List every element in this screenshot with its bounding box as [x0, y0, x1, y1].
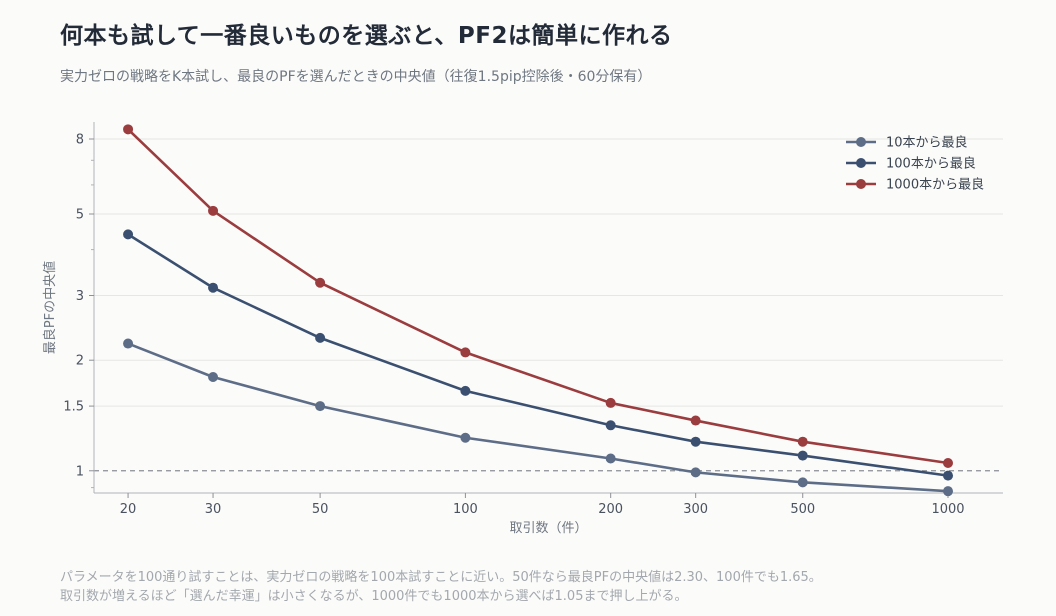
x-tick-label-30: 30	[205, 502, 222, 517]
series-line-1	[127, 342, 949, 493]
y-tick-label-1: 1	[76, 464, 84, 479]
y-tick-label-8: 8	[76, 133, 84, 148]
data-point	[123, 229, 134, 240]
legend-item-2: 100本から最良	[846, 156, 976, 172]
series-1	[123, 338, 954, 497]
data-point	[208, 372, 219, 383]
data-point	[943, 457, 954, 468]
chart-title: 何本も試して一番良いものを選ぶと、PF2は簡単に作れる	[60, 23, 673, 49]
y-tick-label-1.5: 1.5	[63, 400, 84, 415]
series-line-2	[127, 233, 949, 477]
data-point	[690, 415, 701, 426]
legend-item-3: 1000本から最良	[846, 177, 984, 193]
series-3	[123, 124, 954, 468]
legend-label: 1000本から最良	[886, 177, 984, 193]
data-point	[797, 477, 808, 488]
data-point	[460, 385, 471, 396]
data-point	[123, 124, 134, 135]
data-point	[797, 450, 808, 461]
data-point	[690, 436, 701, 447]
legend-label: 10本から最良	[886, 135, 968, 151]
series-group	[123, 124, 954, 497]
gridlines	[94, 138, 1003, 472]
x-tick-label-1000: 1000	[931, 502, 964, 517]
legend: 10本から最良 100本から最良 1000本から最良	[846, 135, 984, 193]
legend-item-1: 10本から最良	[846, 135, 968, 151]
data-point	[123, 338, 134, 349]
axes: 1 1.5 2 3 5 8 20 30 50 100 200 300 500 1000 取引数（件） 最良PF…	[42, 122, 1003, 536]
x-tick-label-500: 500	[790, 502, 815, 517]
data-point	[605, 420, 616, 431]
data-point	[943, 486, 954, 497]
data-point	[315, 277, 326, 288]
y-tick-label-2: 2	[76, 354, 84, 369]
footnote-2: 取引数が増えるほど「選んだ幸運」は小さくなるが、1000件でも1000本から選べ…	[60, 589, 688, 604]
legend-swatch-dot	[856, 137, 866, 147]
data-point	[315, 401, 326, 412]
series-2	[123, 229, 954, 481]
x-tick-label-20: 20	[120, 502, 137, 517]
x-tick-label-100: 100	[453, 502, 478, 517]
data-point	[208, 205, 219, 216]
y-tick-label-5: 5	[76, 207, 84, 222]
legend-label: 100本から最良	[886, 156, 976, 172]
series-line-3	[127, 128, 949, 465]
data-point	[605, 453, 616, 464]
x-tick-label-300: 300	[683, 502, 708, 517]
chart-subtitle: 実力ゼロの戦略をK本試し、最良のPFを選んだときの中央値（往復1.5pip控除後…	[60, 69, 652, 85]
legend-swatch-dot	[856, 179, 866, 189]
y-tick-label-3: 3	[76, 289, 84, 304]
data-point	[943, 470, 954, 481]
data-point	[605, 397, 616, 408]
data-point	[460, 432, 471, 443]
data-point	[208, 282, 219, 293]
data-point	[460, 347, 471, 358]
x-axis-label: 取引数（件）	[509, 521, 587, 536]
data-point	[797, 436, 808, 447]
data-point	[315, 332, 326, 343]
x-tick-label-50: 50	[312, 502, 329, 517]
legend-swatch-dot	[856, 158, 866, 168]
data-point	[690, 467, 701, 478]
y-axis-label: 最良PFの中央値	[42, 261, 58, 354]
x-tick-label-200: 200	[598, 502, 623, 517]
footnote-1: パラメータを100通り試すことは、実力ゼロの戦略を100本試すことに近い。50件…	[60, 570, 822, 585]
